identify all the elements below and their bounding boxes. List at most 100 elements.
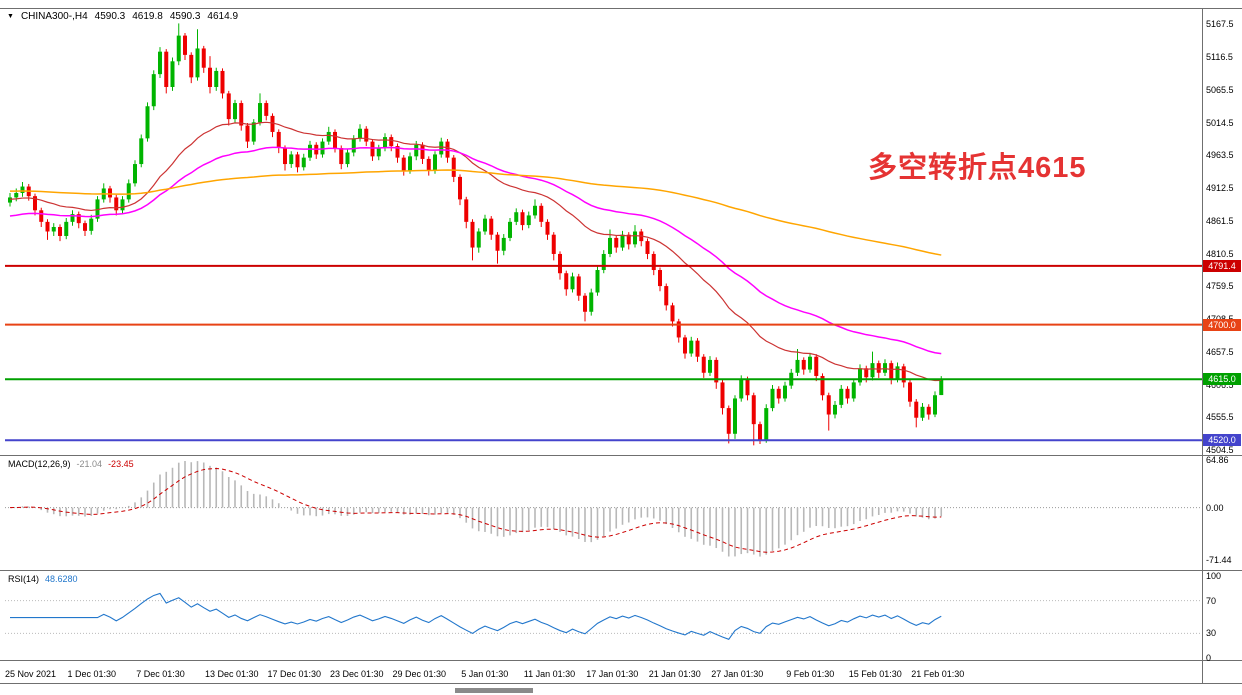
candle-body (264, 103, 269, 116)
candle-body (564, 273, 569, 290)
candle-body (820, 375, 825, 396)
candle-body (933, 395, 937, 415)
candle-body (545, 221, 550, 235)
macd-main-value: -21.04 (76, 459, 103, 469)
candle-body (651, 253, 656, 271)
macd-name: MACD(12,26,9) (8, 459, 71, 469)
candle-body (608, 237, 612, 254)
candle-body (408, 156, 412, 171)
candle-body (614, 237, 619, 248)
candle-body (901, 366, 906, 383)
candle-body (39, 210, 44, 222)
candle-body (633, 231, 637, 245)
candle-body (745, 379, 750, 396)
candle-body (395, 146, 400, 158)
candle-body (401, 157, 406, 171)
candle-body (876, 363, 881, 373)
candle-body (426, 158, 431, 171)
candle-body (383, 137, 387, 148)
candle-body (339, 147, 344, 165)
candle-body (145, 106, 150, 139)
candle-body (208, 67, 212, 87)
macd-indicator-label: MACD(12,26,9) -21.04 -23.45 (8, 459, 134, 469)
candle-body (245, 125, 250, 142)
ohlc-open: 4590.3 (94, 11, 126, 22)
candle-body (451, 157, 456, 177)
candle-body (89, 218, 94, 231)
rsi-value: 48.6280 (45, 574, 78, 584)
candle-body (683, 337, 687, 354)
candle-body (64, 221, 69, 236)
candle-body (283, 147, 287, 165)
candle-body (126, 183, 131, 200)
candle-body (533, 205, 537, 216)
candle-body (295, 154, 300, 168)
ma-medium-line (9, 146, 942, 355)
candles-layer[interactable] (8, 23, 944, 446)
candle-body (558, 253, 562, 274)
candle-body (58, 226, 62, 236)
candle-body (508, 221, 512, 238)
candle-body (895, 366, 900, 380)
candle-body (51, 226, 56, 232)
candle-body (920, 406, 925, 418)
candle-body (889, 363, 894, 380)
candle-body (420, 144, 425, 159)
symbol-header: ▼ CHINA300-,H4 4590.3 4619.8 4590.3 4614… (7, 11, 238, 22)
candle-body (83, 223, 87, 231)
candle-body (720, 382, 725, 409)
candle-body (176, 35, 181, 62)
candle-body (851, 382, 856, 399)
symbol-dropdown-icon[interactable]: ▼ (7, 13, 14, 20)
candle-body (433, 154, 437, 171)
candle-body (751, 395, 756, 425)
candle-body (939, 379, 944, 396)
horizontal-level-lines[interactable] (5, 264, 1202, 442)
ohlc-low: 4590.3 (169, 11, 201, 22)
h-scrollbar-thumb[interactable] (455, 688, 533, 693)
candle-body (795, 359, 800, 373)
candle-body (626, 234, 631, 245)
candle-body (139, 138, 144, 165)
candle-body (601, 253, 606, 271)
candle-body (70, 214, 75, 222)
candle-body (14, 192, 19, 198)
candle-body (701, 356, 706, 373)
candle-body (770, 388, 775, 409)
candle-body (464, 199, 469, 222)
candle-body (95, 199, 100, 219)
candle-body (670, 305, 675, 322)
candle-body (676, 321, 681, 338)
candle-body (714, 359, 719, 383)
candle-body (8, 197, 12, 203)
candle-body (520, 212, 525, 226)
panel-separators (0, 8, 1242, 684)
candle-body (801, 359, 806, 370)
candle-body (351, 138, 356, 153)
candle-body (389, 137, 394, 147)
candle-body (845, 388, 850, 399)
candle-body (170, 61, 175, 87)
rsi-name: RSI(14) (8, 574, 40, 584)
ohlc-close: 4614.9 (207, 11, 239, 22)
candle-body (776, 388, 781, 399)
candle-body (233, 103, 237, 120)
candle-body (195, 48, 200, 78)
candle-body (326, 131, 331, 142)
candle-body (151, 74, 156, 107)
candle-body (645, 241, 650, 254)
candle-body (589, 292, 594, 312)
candle-body (883, 363, 887, 373)
candle-body (739, 379, 744, 399)
h-scrollbar-track[interactable] (0, 687, 1242, 694)
candle-body (664, 286, 669, 306)
candle-body (376, 147, 381, 157)
candle-body (114, 197, 119, 211)
candle-body (870, 363, 875, 378)
candle-body (808, 356, 812, 370)
candle-body (570, 276, 575, 290)
candle-body (364, 128, 369, 142)
candle-body (489, 218, 494, 235)
candle-body (270, 115, 275, 132)
